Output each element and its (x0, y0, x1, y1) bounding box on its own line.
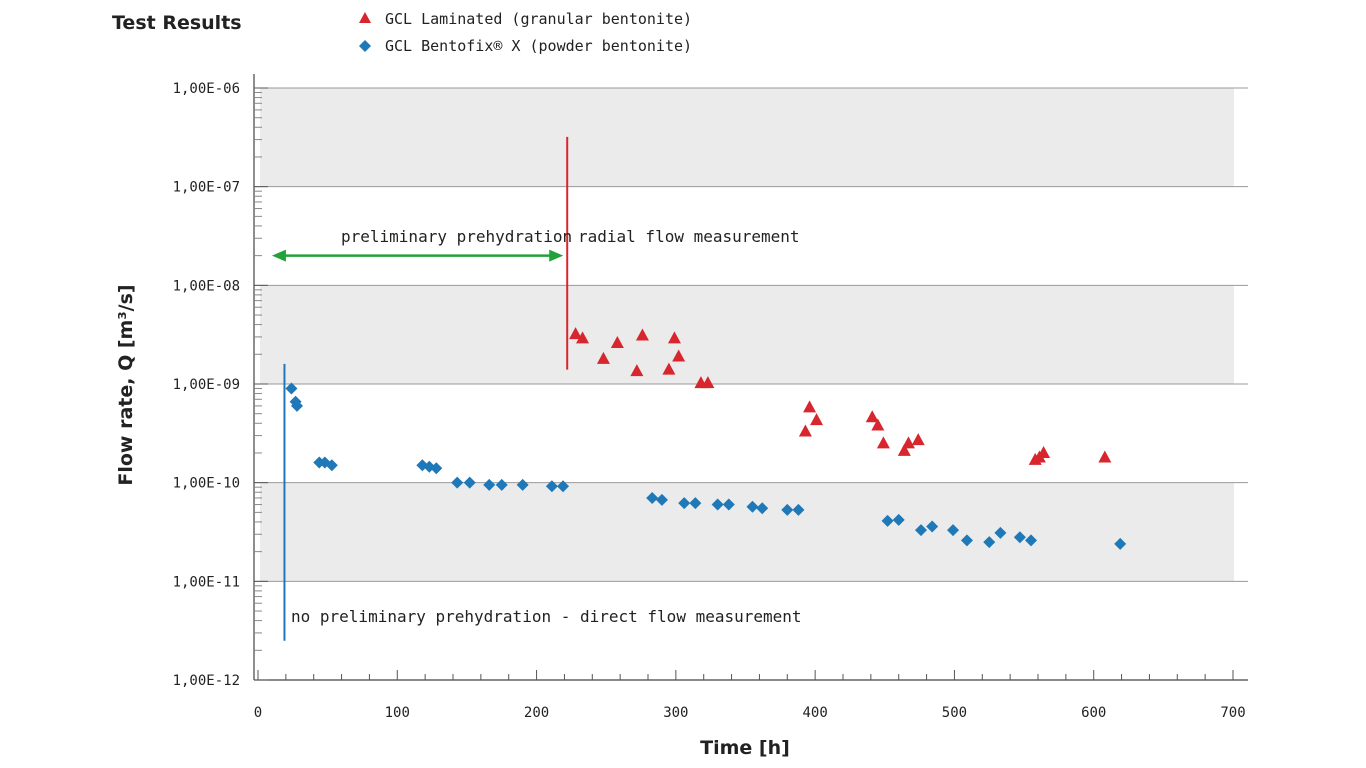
point-bentofix (557, 480, 570, 493)
point-bentofix (994, 526, 1007, 539)
point-bentofix (483, 478, 496, 491)
y-tick-label: 1,00E-07 (173, 180, 240, 196)
point-bentofix (495, 478, 508, 491)
point-laminated (576, 331, 590, 344)
point-laminated (810, 413, 824, 426)
x-axis-ticks: 0 100 200 300 400 500 600 700 (254, 670, 1246, 721)
axes (253, 74, 1248, 681)
point-laminated (876, 436, 890, 449)
legend-marker-bentofix (359, 40, 371, 52)
point-bentofix (792, 503, 805, 516)
x-tick-label: 0 (254, 705, 262, 721)
point-bentofix (781, 503, 794, 516)
legend-label-bentofix: GCL Bentofix® X (powder bentonite) (385, 37, 692, 55)
point-bentofix (451, 476, 464, 489)
y-axis-title: Flow rate, Q [m³/s] (115, 284, 137, 485)
point-laminated (701, 376, 715, 389)
point-laminated (865, 410, 879, 423)
y-tick-label: 1,00E-09 (173, 377, 240, 393)
point-laminated (596, 351, 610, 364)
point-laminated (911, 433, 925, 446)
y-tick-label: 1,00E-08 (173, 278, 240, 294)
x-tick-label: 600 (1081, 705, 1106, 721)
x-tick-label: 500 (942, 705, 967, 721)
point-laminated (1098, 450, 1112, 463)
x-tick-label: 100 (385, 705, 410, 721)
point-laminated (798, 424, 812, 437)
point-bentofix (678, 497, 691, 510)
point-laminated (672, 349, 686, 362)
legend-label-laminated: GCL Laminated (granular bentonite) (385, 10, 692, 28)
radial-flow-label: radial flow measurement (578, 227, 800, 246)
y-tick-label: 1,00E-06 (173, 81, 240, 97)
direct-flow-label: no preliminary prehydration - direct flo… (291, 607, 802, 626)
point-bentofix (646, 491, 659, 504)
legend-marker-laminated (359, 12, 371, 23)
arrow-head-right (549, 249, 564, 262)
point-laminated (630, 364, 644, 377)
point-bentofix (545, 480, 558, 493)
point-bentofix (689, 497, 702, 510)
chart-title: Test Results (112, 12, 242, 34)
point-laminated (667, 331, 681, 344)
prehydration-label: preliminary prehydration (341, 227, 572, 246)
band-decade (260, 482, 1234, 582)
point-bentofix (325, 459, 338, 472)
point-bentofix (1114, 537, 1127, 550)
x-tick-label: 700 (1220, 705, 1245, 721)
point-bentofix (430, 462, 443, 475)
band-decade (260, 285, 1234, 384)
arrow-head-left (271, 249, 286, 262)
point-bentofix (291, 399, 303, 412)
point-bentofix (746, 500, 759, 513)
y-axis-ticks: 1,00E-06 1,00E-07 1,00E-08 1,00E-09 1,00E-10… (173, 81, 268, 689)
point-laminated (897, 443, 911, 456)
annotations: preliminary prehydration radial flow mea… (271, 136, 802, 641)
point-laminated (610, 336, 624, 349)
legend: GCL Laminated (granular bentonite) GCL B… (359, 10, 692, 55)
point-bentofix (892, 513, 905, 526)
point-laminated (635, 328, 649, 341)
point-laminated (803, 400, 817, 413)
y-tick-label: 1,00E-10 (173, 476, 240, 492)
point-bentofix (926, 520, 939, 533)
x-tick-label: 300 (663, 705, 688, 721)
point-bentofix (463, 476, 476, 489)
point-bentofix (655, 493, 668, 506)
point-bentofix (915, 524, 927, 537)
point-laminated (569, 327, 583, 340)
plot-bands (260, 88, 1234, 582)
point-bentofix (960, 534, 973, 547)
point-laminated (871, 418, 885, 431)
band-decade (260, 88, 1234, 187)
point-laminated (901, 436, 915, 449)
point-bentofix (722, 498, 735, 511)
point-bentofix (1025, 534, 1038, 547)
point-laminated (1037, 445, 1051, 458)
gridlines (254, 87, 1248, 582)
point-bentofix (1013, 531, 1026, 544)
point-bentofix (947, 524, 960, 537)
point-bentofix (983, 536, 996, 549)
point-bentofix (285, 382, 298, 395)
x-tick-label: 200 (524, 705, 549, 721)
x-tick-label: 400 (802, 705, 827, 721)
point-bentofix (516, 478, 529, 491)
y-tick-label: 1,00E-11 (173, 574, 240, 590)
point-bentofix (756, 502, 769, 515)
data-points (285, 327, 1127, 550)
point-bentofix (711, 498, 724, 511)
y-tick-label: 1,00E-12 (173, 673, 240, 689)
x-axis-title: Time [h] (700, 737, 790, 759)
point-bentofix (881, 514, 894, 527)
point-laminated (662, 362, 676, 375)
